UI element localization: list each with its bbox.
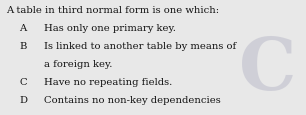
Text: B: B xyxy=(19,41,27,50)
Text: Has only one primary key.: Has only one primary key. xyxy=(44,24,176,33)
Text: Contains no non-key dependencies: Contains no non-key dependencies xyxy=(44,95,221,104)
Text: C: C xyxy=(19,77,27,86)
Text: C: C xyxy=(239,34,297,104)
Text: D: D xyxy=(19,95,27,104)
Text: Is linked to another table by means of: Is linked to another table by means of xyxy=(44,41,237,50)
Text: Have no repeating fields.: Have no repeating fields. xyxy=(44,77,173,86)
Text: A table in third normal form is one which:: A table in third normal form is one whic… xyxy=(6,6,219,15)
Text: a foreign key.: a foreign key. xyxy=(44,59,113,68)
Text: A: A xyxy=(19,24,27,33)
